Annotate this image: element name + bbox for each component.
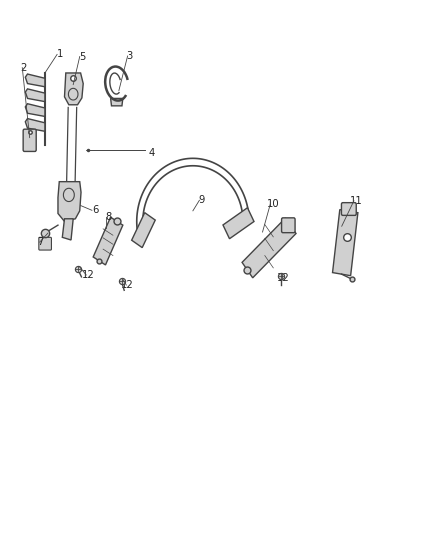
Polygon shape: [111, 99, 123, 106]
FancyBboxPatch shape: [23, 129, 36, 151]
Polygon shape: [223, 208, 254, 239]
Text: 7: 7: [37, 237, 44, 247]
FancyBboxPatch shape: [342, 203, 356, 215]
Polygon shape: [64, 73, 83, 105]
Text: 12: 12: [121, 280, 134, 290]
Polygon shape: [25, 74, 45, 87]
Polygon shape: [25, 104, 45, 116]
Polygon shape: [242, 218, 296, 278]
Text: 1: 1: [57, 50, 64, 59]
Text: 12: 12: [277, 273, 290, 283]
Text: 2: 2: [20, 63, 26, 72]
Text: 9: 9: [198, 195, 205, 205]
Polygon shape: [62, 219, 73, 240]
Polygon shape: [58, 182, 81, 221]
Text: 6: 6: [92, 205, 98, 215]
Polygon shape: [25, 118, 45, 131]
FancyBboxPatch shape: [282, 218, 295, 233]
Polygon shape: [93, 217, 123, 265]
Polygon shape: [132, 213, 155, 248]
Text: 11: 11: [350, 196, 363, 206]
Polygon shape: [332, 209, 358, 276]
FancyBboxPatch shape: [39, 237, 51, 250]
Text: 4: 4: [148, 148, 155, 158]
Text: 5: 5: [79, 52, 85, 61]
Polygon shape: [25, 89, 45, 102]
Text: 10: 10: [267, 199, 280, 209]
Text: 12: 12: [82, 270, 95, 280]
Text: 8: 8: [105, 212, 111, 222]
Text: 3: 3: [127, 51, 133, 61]
